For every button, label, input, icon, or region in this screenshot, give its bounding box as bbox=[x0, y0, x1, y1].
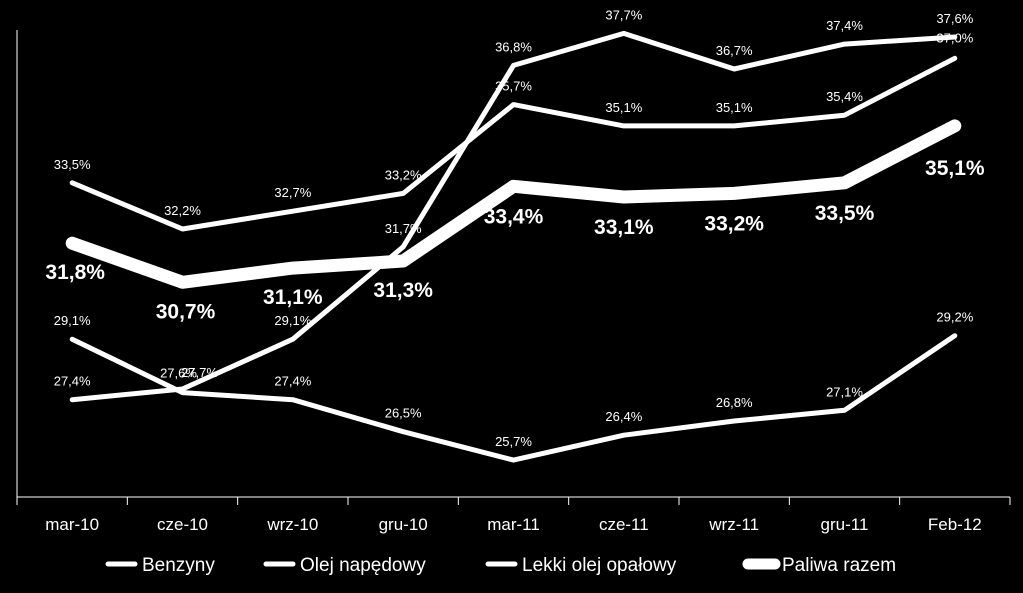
data-label: 27,4% bbox=[54, 374, 91, 389]
data-label: 35,1% bbox=[716, 100, 753, 115]
data-label: 31,1% bbox=[263, 286, 323, 309]
data-label: 32,7% bbox=[274, 185, 311, 200]
data-label: 33,5% bbox=[54, 157, 91, 172]
data-label: 26,4% bbox=[605, 409, 642, 424]
x-tick-label: wrz-11 bbox=[708, 515, 759, 534]
data-label: 30,7% bbox=[156, 300, 216, 323]
data-label: 33,2% bbox=[385, 167, 422, 182]
data-label: 29,2% bbox=[936, 310, 973, 325]
data-label: 33,5% bbox=[815, 202, 875, 225]
x-tick-label: mar-10 bbox=[45, 515, 99, 534]
x-tick-label: gru-10 bbox=[379, 515, 428, 534]
data-label: 37,4% bbox=[826, 18, 863, 33]
data-label: 27,7% bbox=[181, 365, 218, 380]
data-label: 31,3% bbox=[373, 279, 433, 302]
legend-label: Benzyny bbox=[142, 555, 215, 576]
data-label: 27,1% bbox=[826, 384, 863, 399]
series-line-2 bbox=[69, 30, 958, 403]
data-label: 27,6% bbox=[160, 366, 197, 381]
x-tick-label: wrz-10 bbox=[266, 515, 318, 534]
legend-label: Paliwa razem bbox=[782, 555, 896, 576]
data-label: 37,6% bbox=[936, 11, 973, 26]
data-label: 26,5% bbox=[385, 406, 422, 421]
legend-label: Lekki olej opałowy bbox=[522, 555, 677, 576]
data-label: 31,7% bbox=[385, 221, 422, 236]
x-tick-label: cze-10 bbox=[157, 515, 208, 534]
data-label: 35,1% bbox=[925, 157, 985, 180]
data-label: 35,7% bbox=[495, 79, 532, 94]
series-line-3 bbox=[65, 119, 962, 289]
data-label: 35,1% bbox=[605, 100, 642, 115]
data-label: 33,4% bbox=[484, 205, 544, 228]
data-label: 25,7% bbox=[495, 434, 532, 449]
data-label: 33,1% bbox=[594, 216, 654, 239]
data-label: 35,4% bbox=[826, 89, 863, 104]
data-label: 32,2% bbox=[164, 203, 201, 218]
data-label: 36,8% bbox=[495, 39, 532, 54]
x-tick-label: cze-11 bbox=[599, 515, 649, 534]
data-label: 27,4% bbox=[274, 374, 311, 389]
data-label: 26,8% bbox=[716, 395, 753, 410]
data-label: 37,7% bbox=[605, 7, 642, 22]
legend-label: Olej napędowy bbox=[300, 555, 426, 576]
data-label: 29,1% bbox=[274, 313, 311, 328]
data-label: 36,7% bbox=[716, 43, 753, 58]
data-label: 33,2% bbox=[704, 212, 764, 235]
data-label: 37,0% bbox=[936, 30, 973, 45]
series-line-1 bbox=[69, 55, 958, 232]
x-tick-label: mar-11 bbox=[487, 515, 540, 534]
x-tick-label: gru-11 bbox=[821, 515, 869, 534]
x-tick-label: Feb-12 bbox=[928, 515, 982, 534]
series-line-0 bbox=[69, 333, 958, 463]
data-label: 29,1% bbox=[54, 313, 91, 328]
data-label: 31,8% bbox=[45, 261, 105, 284]
